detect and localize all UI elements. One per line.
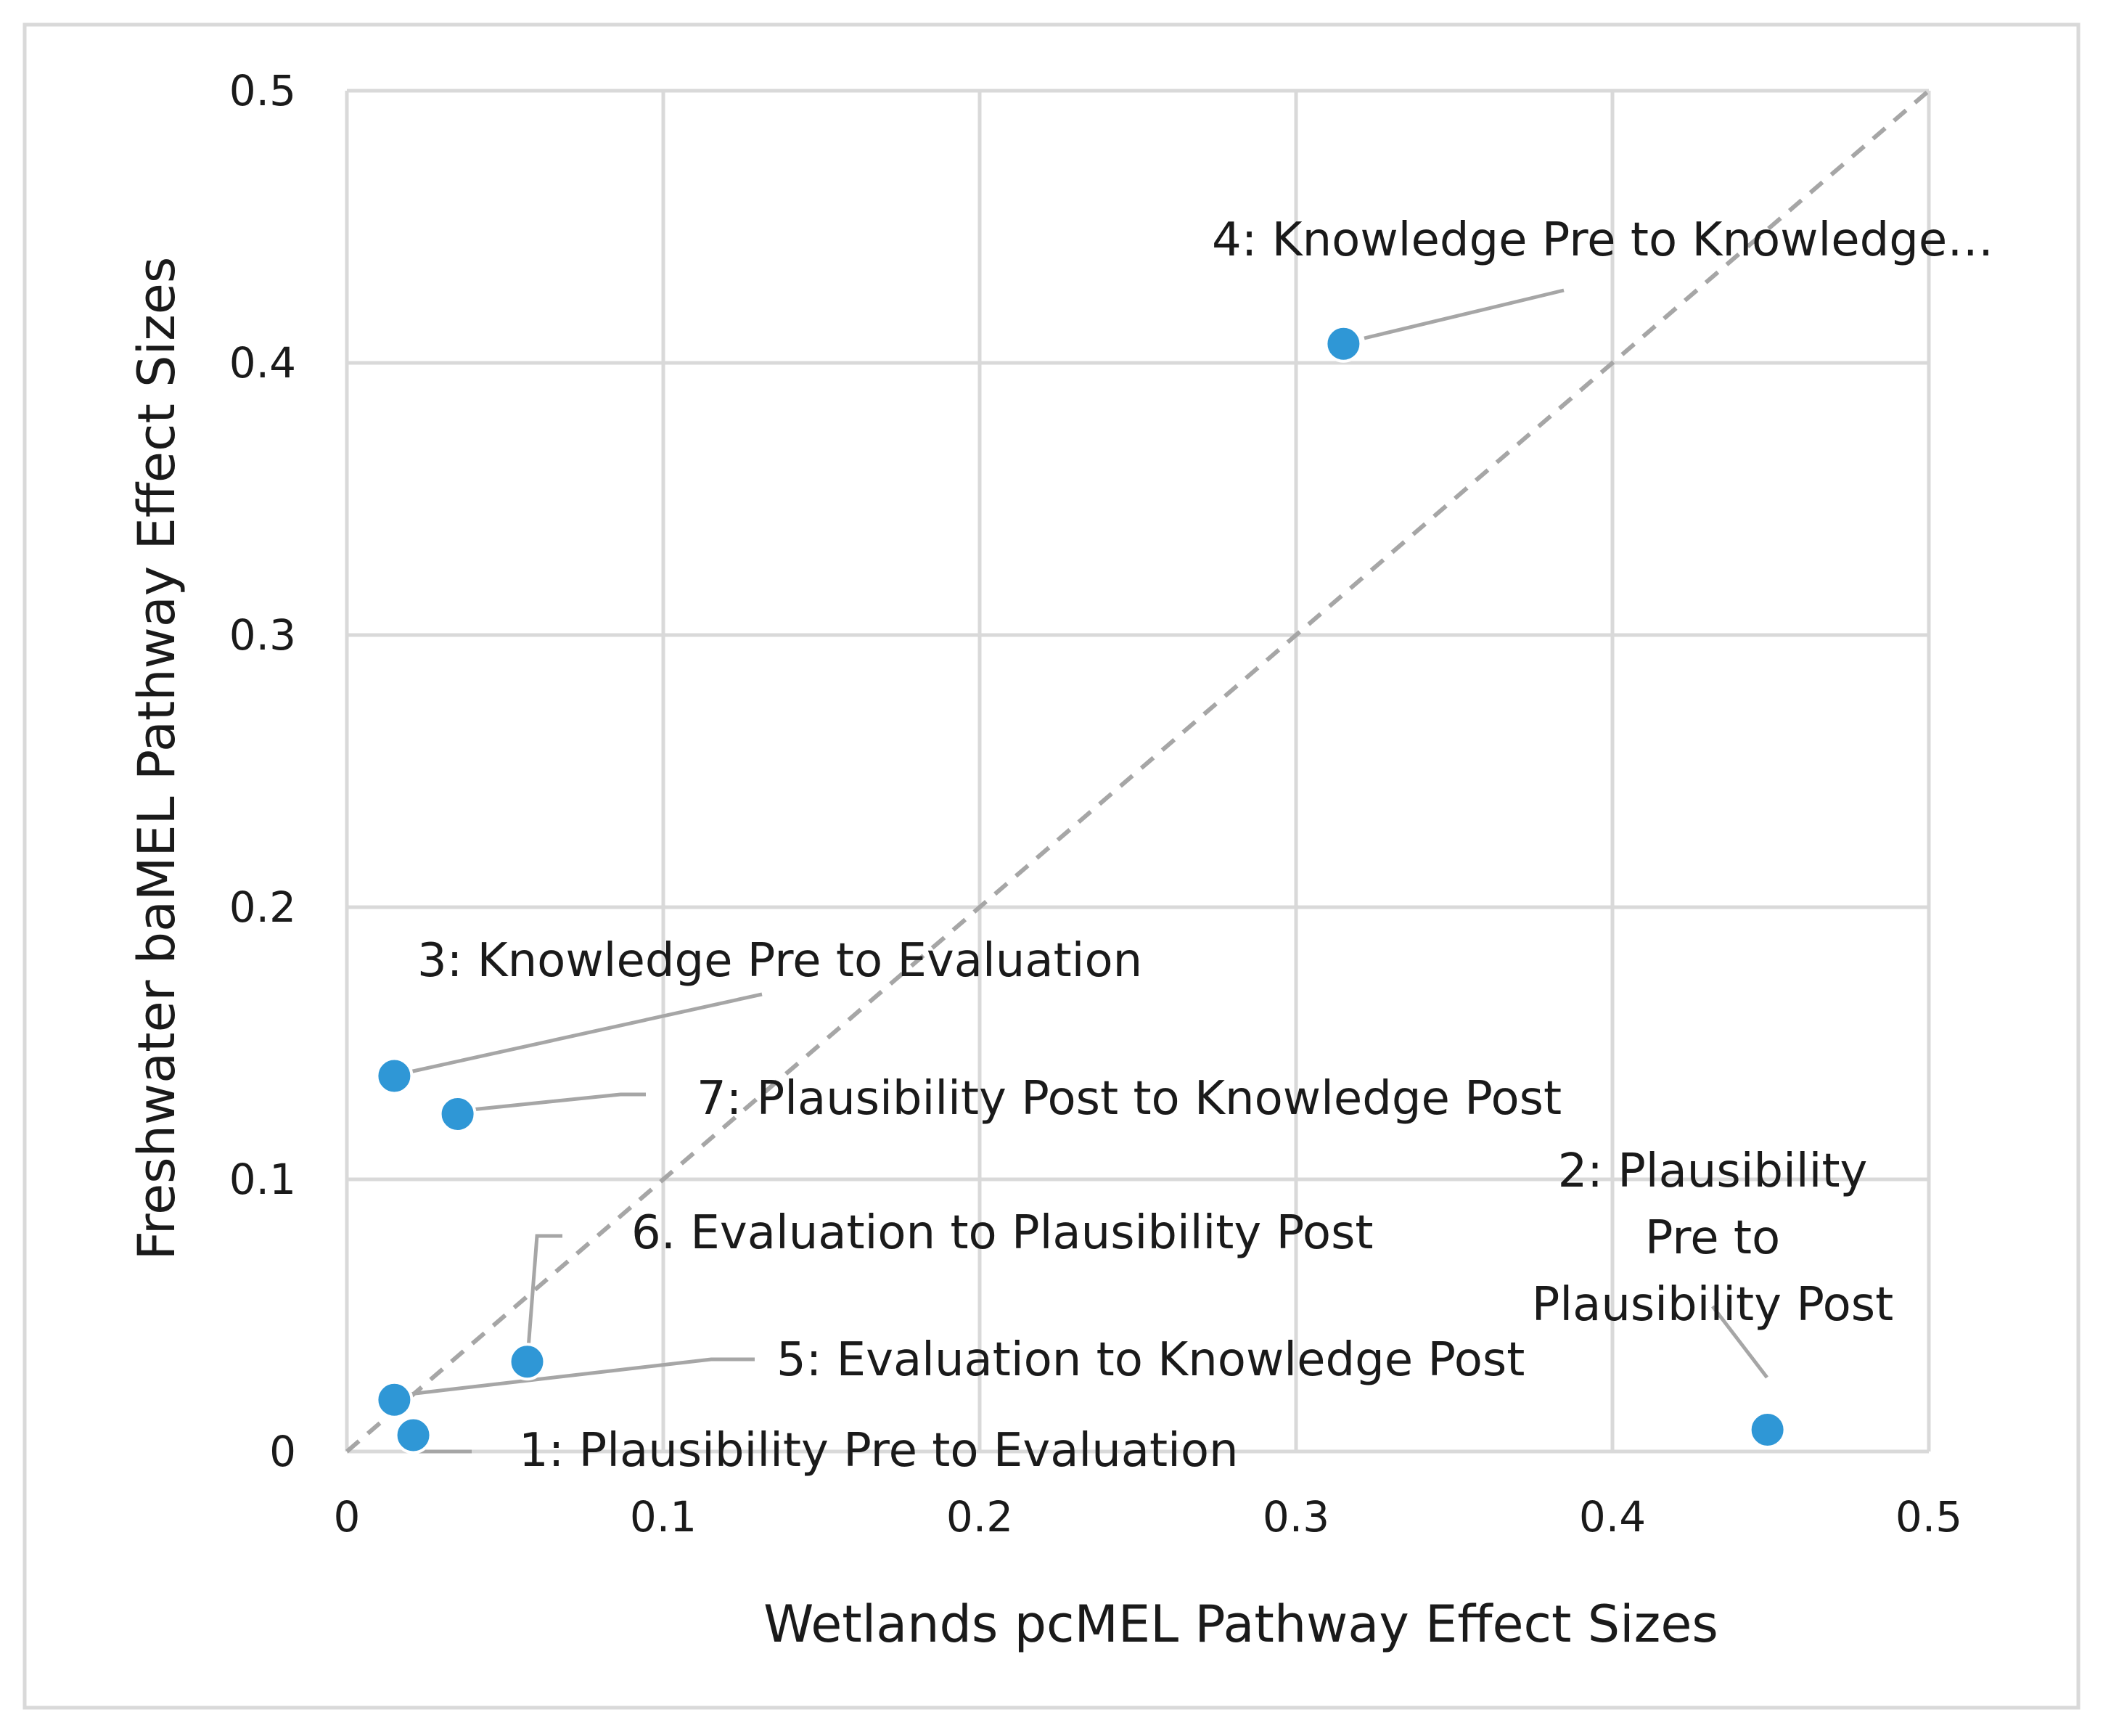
x-axis-title: Wetlands pcMEL Pathway Effect Sizes (763, 1594, 1718, 1654)
leader-line-2 (1711, 1305, 1768, 1379)
leader-line-6 (526, 1234, 562, 1349)
point-label-6: 6. Evaluation to Plausibility Post (631, 1206, 1374, 1260)
data-point-6 (508, 1343, 546, 1381)
x-tick-label-3: 0.3 (1263, 1492, 1329, 1541)
y-tick-label-4: 0.4 (229, 338, 296, 388)
point-label-3: 3: Knowledge Pre to Evaluation (417, 934, 1142, 988)
y-tick-label-5: 0.5 (229, 66, 296, 115)
chart-border (22, 22, 2081, 1710)
leader-line-7 (464, 1092, 646, 1113)
data-point-7 (438, 1095, 477, 1133)
data-point-2 (1748, 1411, 1787, 1449)
point-label-2-line-1: Pre to (1645, 1211, 1780, 1265)
data-points (375, 324, 1787, 1454)
y-axis-title: Freshwater baMEL Pathway Effect Sizes (127, 257, 186, 1261)
y-tick-label-2: 0.2 (229, 883, 296, 932)
leader-lines (402, 288, 1768, 1454)
leader-line-5 (402, 1357, 755, 1397)
grid-lines (345, 89, 1931, 1454)
leader-line-4 (1364, 288, 1565, 340)
point-labels: 1: Plausibility Pre to Evaluation 2: Plau… (417, 213, 1993, 1478)
y-tick-label-1: 0.1 (229, 1155, 296, 1204)
y-tick-label-0: 0 (269, 1427, 296, 1476)
point-label-7: 7: Plausibility Post to Knowledge Post (697, 1072, 1562, 1126)
data-point-1 (394, 1416, 433, 1454)
point-label-2-line-2: Plausibility Post (1532, 1278, 1893, 1332)
data-point-4 (1324, 324, 1363, 363)
x-tick-label-5: 0.5 (1895, 1492, 1962, 1541)
x-tick-label-1: 0.1 (630, 1492, 697, 1541)
x-tick-label-2: 0.2 (946, 1492, 1013, 1541)
point-label-4: 4: Knowledge Pre to Knowledge… (1212, 213, 1993, 267)
data-point-3 (375, 1057, 414, 1095)
point-label-1: 1: Plausibility Pre to Evaluation (519, 1424, 1239, 1478)
leader-line-3 (406, 992, 763, 1075)
data-point-5 (375, 1380, 414, 1419)
x-tick-label-0: 0 (334, 1492, 361, 1541)
point-label-2-line-0: 2: Plausibility (1558, 1145, 1868, 1198)
x-tick-label-4: 0.4 (1579, 1492, 1646, 1541)
y-tick-label-3: 0.3 (229, 610, 296, 660)
point-label-5: 5: Evaluation to Knowledge Post (776, 1333, 1525, 1387)
tick-labels: 0 0.1 0.2 0.3 0.4 0.5 0 0.1 0.2 0.3 0.4 0.5 (229, 66, 1962, 1541)
reference-line-y-equals-x (345, 89, 1930, 1454)
